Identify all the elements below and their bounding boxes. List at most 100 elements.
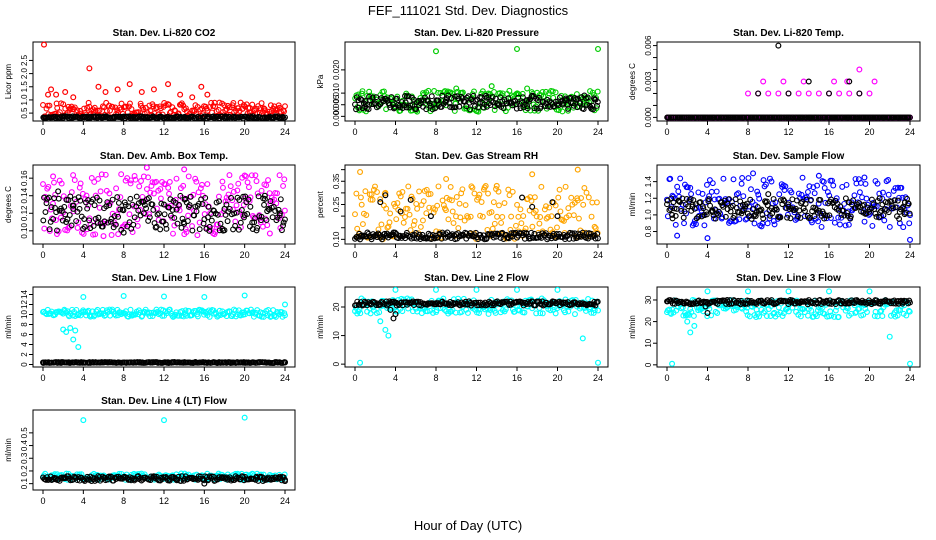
data-point [806,183,813,190]
data-point [891,197,898,204]
data-point [227,183,234,190]
data-point [681,220,687,227]
x-tick-label: 20 [240,496,250,506]
x-tick-label: 24 [280,496,290,506]
data-point [770,196,777,202]
data-point [169,312,176,319]
data-point [825,90,832,97]
data-point [177,192,184,199]
data-point [831,219,838,226]
data-point [501,200,508,206]
data-point [478,302,485,309]
data-point [684,318,691,325]
data-point [53,91,60,98]
data-point [127,306,134,313]
data-point [244,179,251,186]
data-point [876,195,883,202]
data-point [524,105,531,112]
data-point [529,203,536,210]
data-point [845,221,852,228]
data-point [384,97,391,104]
data-point [703,209,710,215]
data-point [519,194,526,201]
data-point [77,312,84,319]
data-point [77,180,84,187]
data-point [166,178,173,185]
data-point [781,197,788,204]
data-point [844,209,850,216]
data-point [465,214,471,221]
y-tick-label: 0.10 [332,231,341,247]
data-point [712,215,719,222]
data-point [261,114,268,121]
data-point [815,218,822,225]
data-point [896,194,902,201]
data-point [720,175,727,182]
data-point [261,195,268,202]
data-point [871,313,878,319]
data-point [489,225,496,232]
data-point [393,95,400,102]
data-point [384,224,391,231]
data-point [393,216,400,223]
data-point [374,189,380,195]
data-point [391,105,397,112]
data-point [762,181,769,188]
panel-3: Stan. Dev. Li-820 Temp.0 4 8 12 16 20 240.0000… [628,28,921,137]
data-point [136,183,143,190]
data-point [254,224,261,231]
data-point [531,105,538,112]
y-tick-label: 4 [20,342,29,347]
data-point [417,223,424,230]
data-point [221,205,228,212]
plot-frame [656,41,921,122]
data-point [173,206,180,213]
data-point [900,224,907,231]
data-point [449,208,456,215]
series-1 [40,414,288,483]
data-point [192,175,199,182]
data-point [528,197,535,204]
data-point [905,307,912,314]
data-point [885,209,892,216]
data-point [280,222,287,229]
data-point [804,189,811,195]
data-point [824,189,831,196]
x-tick-label: 8 [433,127,438,137]
data-point [826,212,833,219]
data-point [92,107,99,114]
data-point [467,213,474,220]
x-tick-label: 4 [705,250,710,260]
data-point [709,180,716,187]
data-point [386,101,393,108]
data-point [98,171,105,178]
data-point [740,193,747,200]
data-point [266,190,273,197]
data-point [581,184,588,191]
data-point [690,313,697,319]
data-point [899,204,906,211]
data-point [214,313,221,320]
data-point [808,307,815,314]
data-point [362,188,369,195]
data-point [217,220,224,227]
data-point [353,302,360,309]
data-point [367,196,374,203]
series-2 [39,359,289,366]
y-tick-label: 0 [644,362,653,367]
y-tick-label: 0.25 [332,196,341,212]
data-point [391,200,397,207]
data-point [67,325,74,332]
data-point [779,313,786,320]
data-point [851,192,858,199]
data-point [241,212,248,219]
data-point [109,103,116,110]
data-point [756,195,763,202]
x-tick-label: 4 [705,127,710,137]
data-point [357,310,364,317]
data-point [182,105,189,112]
y-tick-label: 0.5 [20,427,29,439]
data-point [91,179,98,185]
data-point [245,196,252,203]
data-point [715,211,722,218]
